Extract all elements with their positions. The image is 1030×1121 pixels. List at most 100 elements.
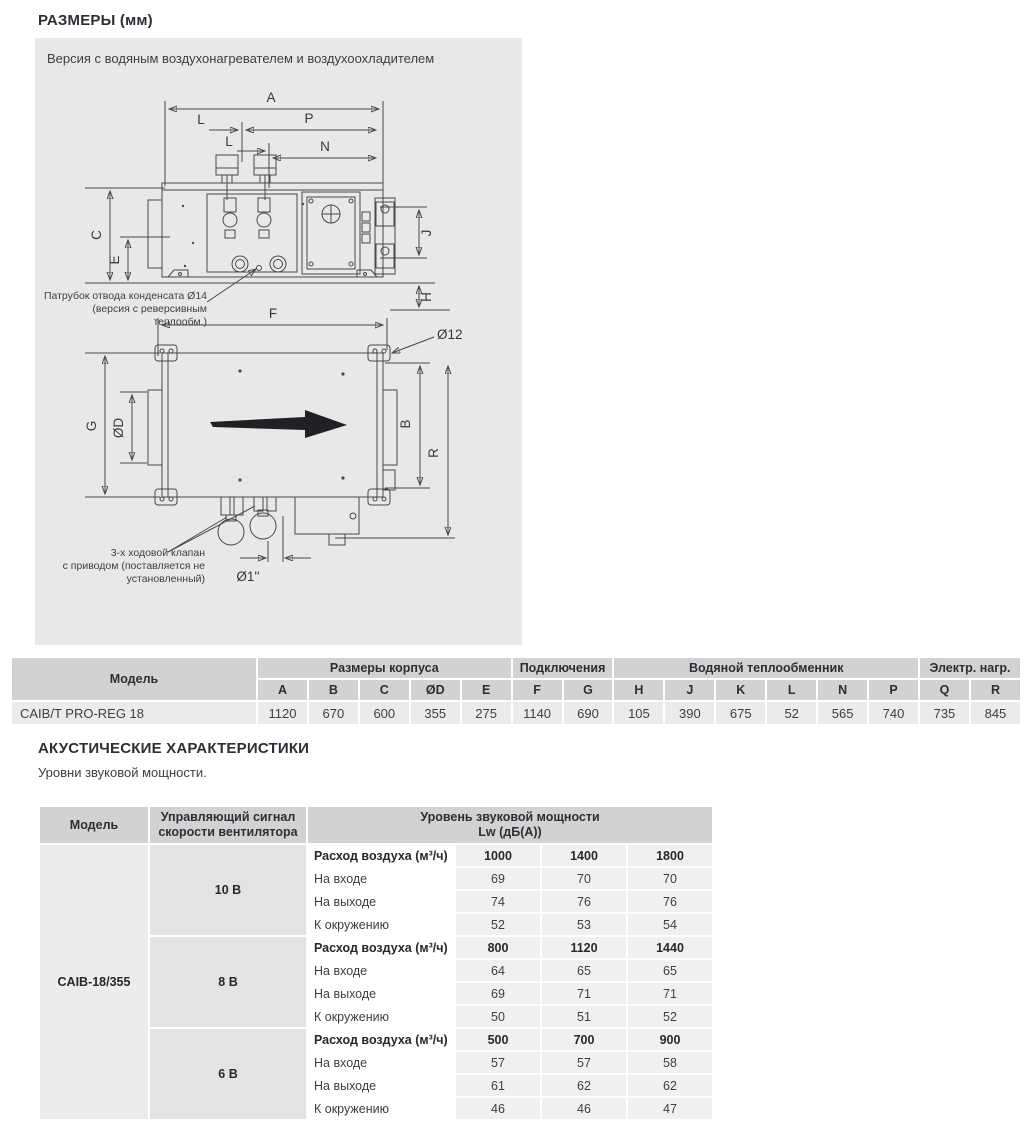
drawing-caption: Версия с водяным воздухонагревателем и в… [47, 51, 435, 66]
dimensions-drawing-panel: Версия с водяным воздухонагревателем и в… [35, 38, 522, 645]
dim-label-a: A [266, 90, 275, 105]
level-header-line1: Уровень звуковой мощности [420, 810, 600, 824]
cell: 390 [665, 702, 715, 724]
cell: 845 [970, 702, 1020, 724]
col-header: N [818, 680, 868, 700]
cell: 1140 [512, 702, 562, 724]
model-name-cell: CAIB/T PRO-REG 18 [12, 702, 256, 724]
col-header: G [563, 680, 613, 700]
cell: 47 [628, 1098, 712, 1119]
col-header: L [767, 680, 817, 700]
group-header-body: Размеры корпуса [258, 658, 511, 678]
row-label: К окружению [308, 914, 454, 935]
col-header-model: Модель [12, 658, 256, 700]
row-label: На выходе [308, 1075, 454, 1096]
cell: 65 [628, 960, 712, 981]
cell: 690 [563, 702, 613, 724]
signal-cell: 6 В [150, 1029, 306, 1119]
col-header: B [308, 680, 358, 700]
row-label: Расход воздуха (м³/ч) [308, 1029, 454, 1050]
dim-label-j: J [419, 230, 434, 237]
col-header-model: Модель [40, 807, 148, 843]
cell: 735 [919, 702, 969, 724]
cell: 58 [628, 1052, 712, 1073]
cell: 57 [542, 1052, 626, 1073]
dimensions-table: Модель Размеры корпуса Подключения Водян… [10, 656, 1022, 726]
dim-label-r: R [426, 448, 441, 458]
cell: 51 [542, 1006, 626, 1027]
model-name-cell: CAIB-18/355 [40, 845, 148, 1119]
row-label: Расход воздуха (м³/ч) [308, 937, 454, 958]
signal-cell: 10 В [150, 845, 306, 935]
dim-label-l2: L [225, 134, 233, 149]
group-header-water-exchanger: Водяной теплообменник [614, 658, 918, 678]
valve-note-line1: 3-х ходовой клапан [110, 547, 205, 559]
letters-header-row: A B C ØD E F G H J K L N P Q R [12, 680, 1020, 700]
acoustics-table: Модель Управляющий сигнал скорости венти… [38, 805, 714, 1121]
dim-label-b: B [398, 419, 413, 428]
cell: 62 [542, 1075, 626, 1096]
cell: 61 [456, 1075, 540, 1096]
row-label: К окружению [308, 1098, 454, 1119]
table-row: На входе 69 70 70 [40, 868, 712, 889]
technical-drawing: A L P L N [84, 90, 463, 584]
col-header: K [716, 680, 766, 700]
table-row: На выходе 61 62 62 [40, 1075, 712, 1096]
dim-label-d12: Ø12 [437, 327, 463, 342]
row-label: На выходе [308, 983, 454, 1004]
row-label: Расход воздуха (м³/ч) [308, 845, 454, 866]
side-view-drawing: A L P L N [85, 90, 450, 311]
cell: 105 [614, 702, 664, 724]
row-label: На входе [308, 1052, 454, 1073]
cell: 69 [456, 868, 540, 889]
col-header: J [665, 680, 715, 700]
table-row: На выходе 69 71 71 [40, 983, 712, 1004]
valve-note-line3: установленный) [126, 573, 205, 585]
cell: 675 [716, 702, 766, 724]
cell: 670 [308, 702, 358, 724]
cell: 76 [628, 891, 712, 912]
dim-label-od: ØD [111, 418, 126, 439]
cell: 52 [628, 1006, 712, 1027]
cell: 52 [767, 702, 817, 724]
group-header-row: Модель Размеры корпуса Подключения Водян… [12, 658, 1020, 700]
col-header: ØD [410, 680, 460, 700]
table-row: 8 В Расход воздуха (м³/ч) 800 1120 1440 [40, 937, 712, 1027]
cell: 50 [456, 1006, 540, 1027]
cell: 69 [456, 983, 540, 1004]
cell: 740 [869, 702, 918, 724]
acoustics-subtitle: Уровни звуковой мощности. [38, 765, 207, 780]
cell: 355 [410, 702, 460, 724]
dim-label-c: C [89, 230, 104, 240]
cell: 1440 [628, 937, 712, 958]
dim-label-f: F [269, 306, 277, 321]
cell: 71 [628, 983, 712, 1004]
table-row: К окружению 46 46 47 [40, 1098, 712, 1119]
table-row: К окружению 50 51 52 [40, 1006, 712, 1027]
col-header: C [359, 680, 409, 700]
group-header-connections: Подключения [512, 658, 613, 678]
cell: 54 [628, 914, 712, 935]
table-row: 6 В Расход воздуха (м³/ч) 500 700 900 [40, 1029, 712, 1119]
row-label: На входе [308, 960, 454, 981]
col-header: H [614, 680, 664, 700]
row-label: На входе [308, 868, 454, 889]
group-header-electric: Электр. нагр. [919, 658, 1020, 678]
cell: 700 [542, 1029, 626, 1050]
dim-label-g: G [84, 421, 99, 432]
three-way-valve-note: 3-х ходовой клапан с приводом (поставляе… [35, 547, 205, 586]
table-row: На выходе 74 76 76 [40, 891, 712, 912]
cell: 70 [542, 868, 626, 889]
cell: 70 [628, 868, 712, 889]
cell: 1120 [542, 937, 626, 958]
col-header: A [258, 680, 307, 700]
cell: 1400 [542, 845, 626, 866]
dim-label-n: N [320, 139, 330, 154]
cell: 76 [542, 891, 626, 912]
cell: 74 [456, 891, 540, 912]
col-header-level: Уровень звуковой мощности Lw (дБ(А)) [308, 807, 712, 843]
acoustics-header-row: Модель Управляющий сигнал скорости венти… [40, 807, 712, 843]
col-header: R [970, 680, 1020, 700]
col-header: P [869, 680, 918, 700]
